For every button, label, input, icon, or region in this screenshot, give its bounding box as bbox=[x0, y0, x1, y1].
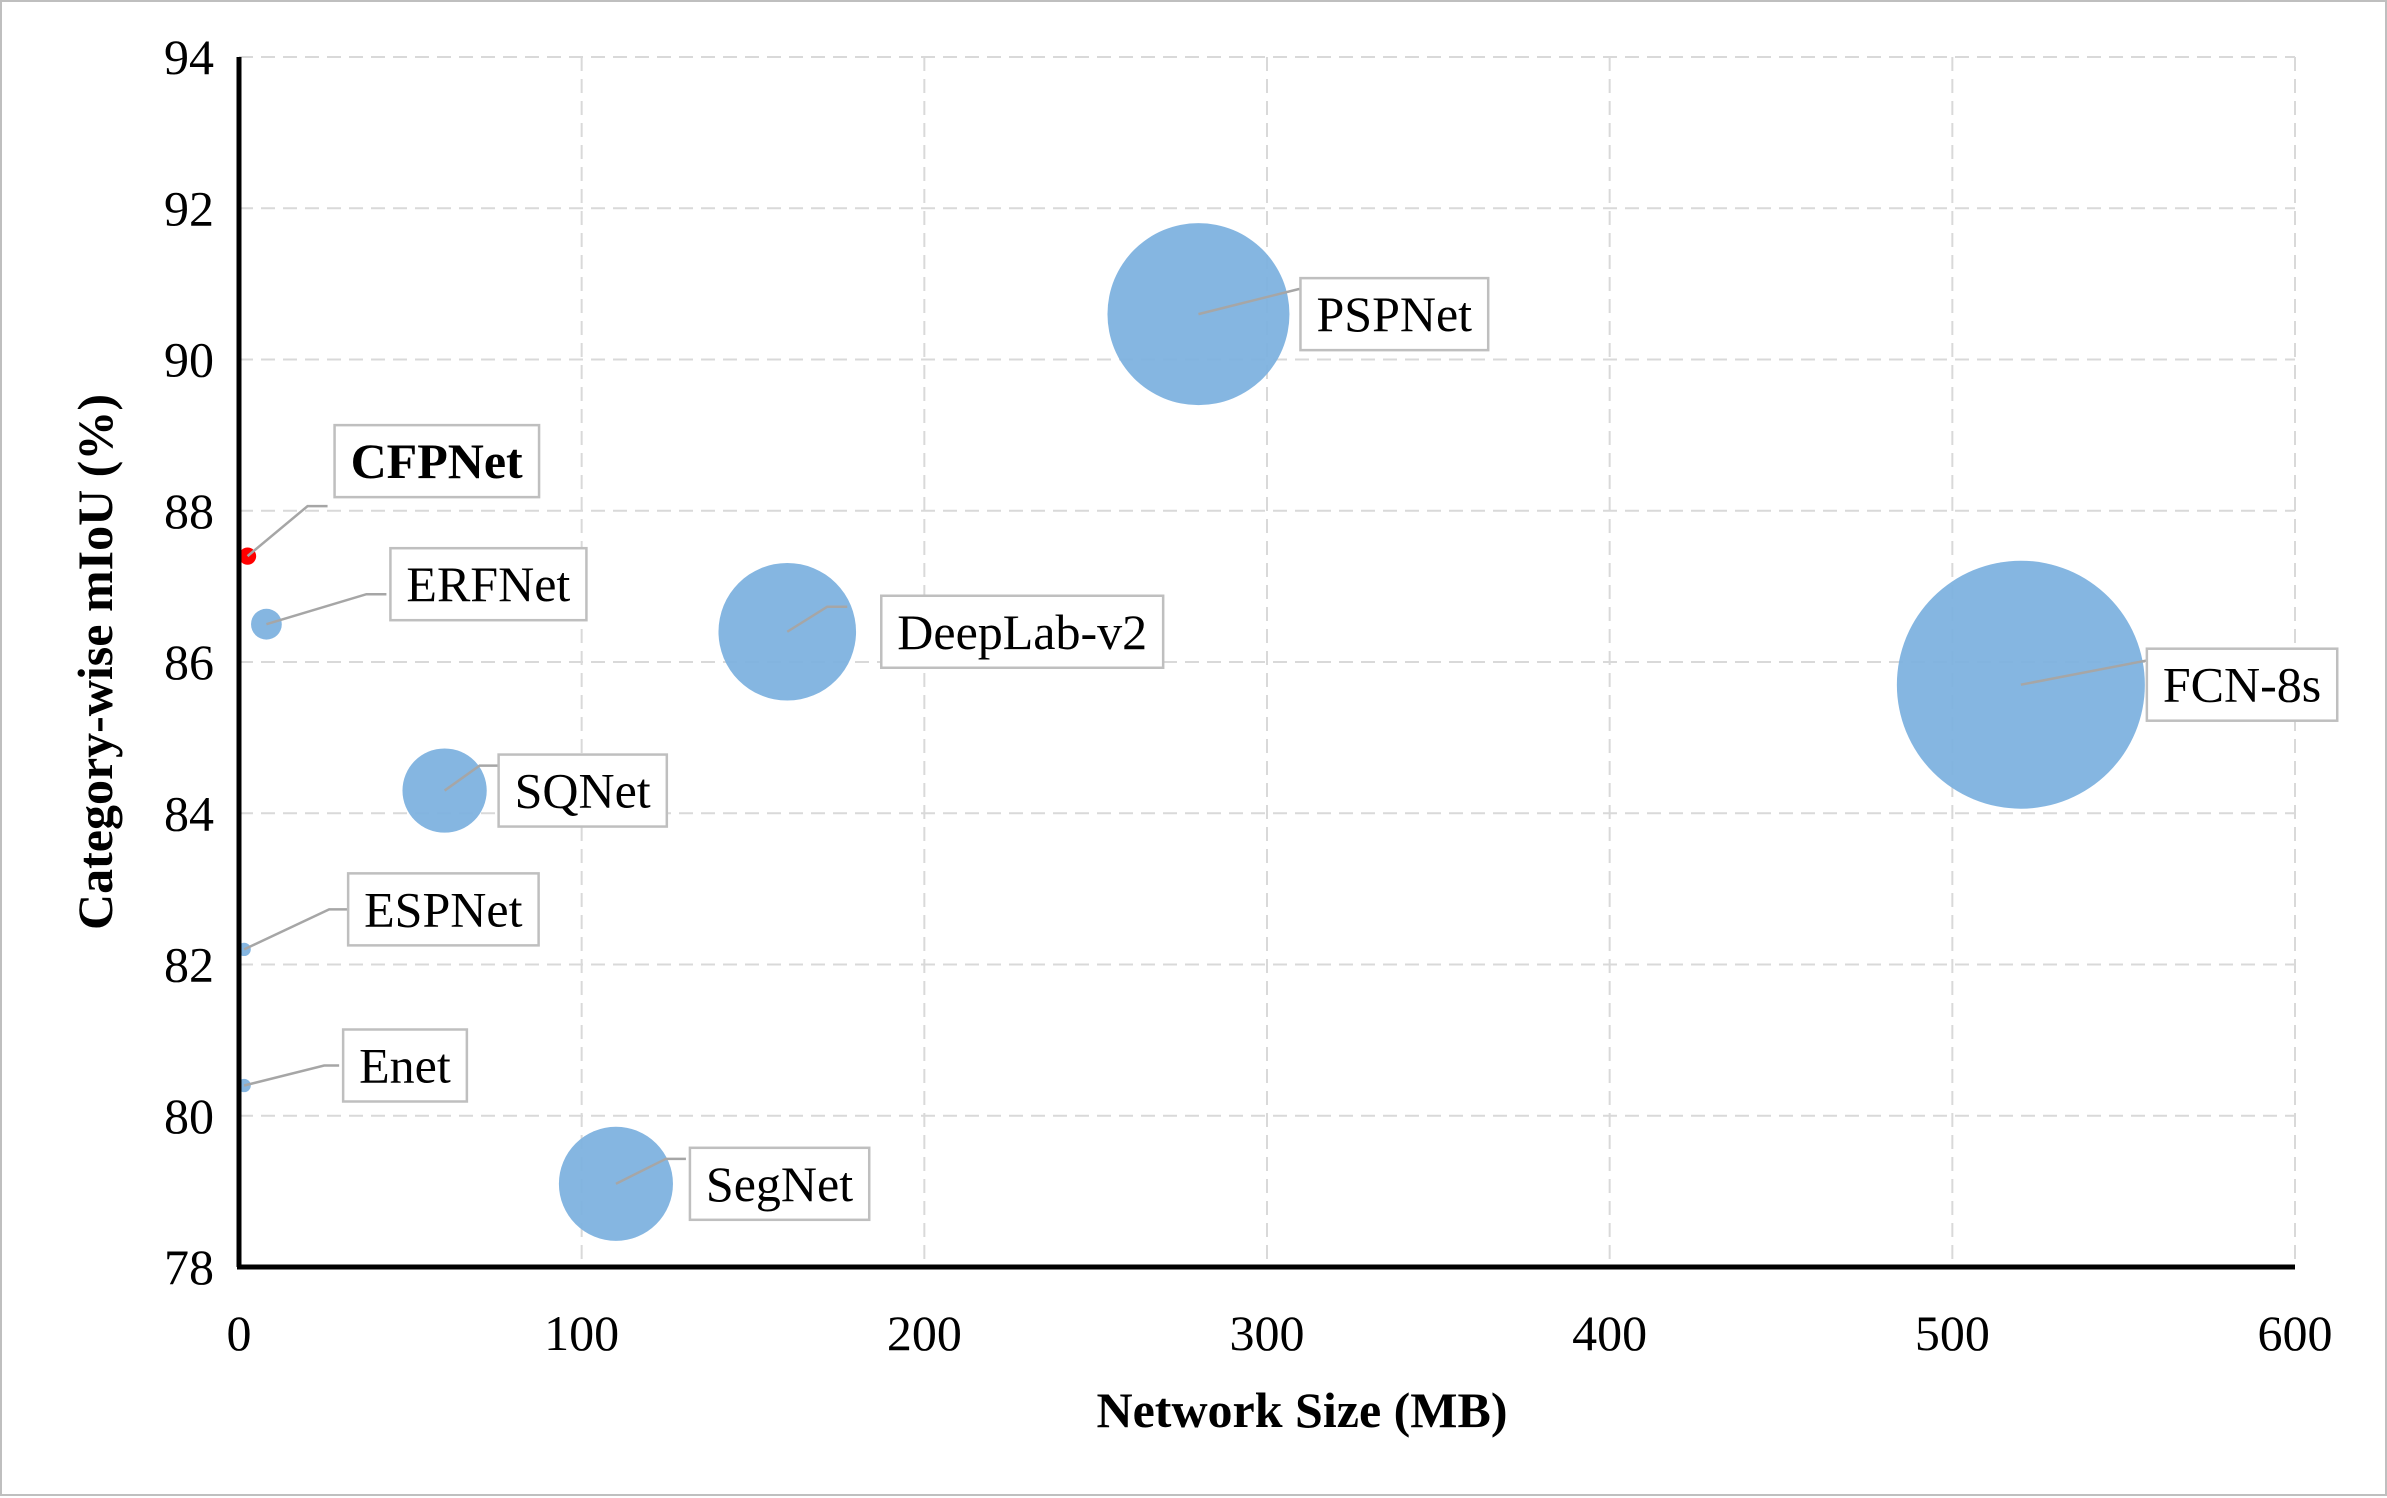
label-text: SegNet bbox=[706, 1156, 853, 1212]
x-tick-label: 600 bbox=[2258, 1305, 2333, 1361]
leader-sqnet bbox=[443, 764, 500, 792]
point-label-pspnet: PSPNet bbox=[1299, 276, 1490, 352]
tick-labels: 0 100 200 300 400 500 600 78 80 82 84 86 88 90 92 94 bbox=[164, 29, 2333, 1361]
leader-deeplab-v2 bbox=[786, 605, 848, 633]
label-box bbox=[346, 872, 540, 947]
x-axis-title: Network Size (MB) bbox=[1097, 1382, 1508, 1438]
label-box bbox=[880, 594, 1165, 669]
label-text: FCN-8s bbox=[2163, 657, 2321, 713]
x-tick-label: 400 bbox=[1572, 1305, 1647, 1361]
leader-lines bbox=[243, 287, 2166, 1185]
point-label-cfpnet: CFPNet bbox=[333, 423, 541, 499]
label-text: Enet bbox=[359, 1038, 451, 1094]
label-box bbox=[333, 423, 541, 499]
x-tick-label: 0 bbox=[227, 1305, 252, 1361]
label-text: DeepLab-v2 bbox=[897, 604, 1147, 660]
y-tick-label: 84 bbox=[164, 785, 214, 841]
x-tick-label: 100 bbox=[544, 1305, 619, 1361]
y-tick-label: 88 bbox=[164, 483, 214, 539]
y-tick-label: 80 bbox=[164, 1088, 214, 1144]
label-box bbox=[389, 546, 588, 622]
bubble-deeplab-v2 bbox=[718, 562, 857, 701]
axes bbox=[236, 57, 2295, 1270]
y-tick-label: 78 bbox=[164, 1239, 214, 1295]
leader-espnet bbox=[243, 908, 355, 951]
label-box bbox=[688, 1146, 871, 1222]
label-box bbox=[497, 753, 669, 828]
y-tick-label: 90 bbox=[164, 332, 214, 388]
label-box bbox=[341, 1028, 469, 1103]
point-label-enet: Enet bbox=[341, 1028, 469, 1103]
y-tick-label: 86 bbox=[164, 634, 214, 690]
leader-erfnet bbox=[266, 592, 387, 626]
x-tick-label: 300 bbox=[1230, 1305, 1305, 1361]
label-box bbox=[1299, 276, 1490, 352]
label-text: PSPNet bbox=[1316, 286, 1472, 342]
bubble-series bbox=[237, 223, 2145, 1241]
point-label-segnet: SegNet bbox=[688, 1146, 871, 1222]
leader-segnet bbox=[615, 1157, 686, 1185]
y-axis-title: Category-wise mIoU (%) bbox=[67, 394, 123, 930]
point-label-erfnet: ERFNet bbox=[389, 546, 588, 622]
point-label-sqnet: SQNet bbox=[497, 753, 669, 828]
y-tick-label: 94 bbox=[164, 29, 214, 85]
point-label-fcn-8s: FCN-8s bbox=[2145, 647, 2339, 722]
label-text: ERFNet bbox=[406, 556, 570, 612]
point-label-espnet: ESPNet bbox=[346, 872, 540, 947]
point-label-deeplab-v2: DeepLab-v2 bbox=[880, 594, 1165, 669]
point-labels: CFPNet ERFNet DeepLab-v2 PSPNet FCN-8s SQNet E… bbox=[333, 276, 2339, 1222]
label-box bbox=[2145, 647, 2339, 722]
label-text: CFPNet bbox=[351, 433, 523, 489]
leader-enet bbox=[243, 1064, 340, 1087]
label-text: SQNet bbox=[515, 763, 651, 819]
leader-cfpnet bbox=[246, 504, 328, 558]
x-tick-label: 500 bbox=[1915, 1305, 1990, 1361]
x-tick-label: 200 bbox=[887, 1305, 962, 1361]
label-text: ESPNet bbox=[364, 881, 522, 937]
y-tick-label: 92 bbox=[164, 180, 214, 236]
y-tick-label: 82 bbox=[164, 937, 214, 993]
